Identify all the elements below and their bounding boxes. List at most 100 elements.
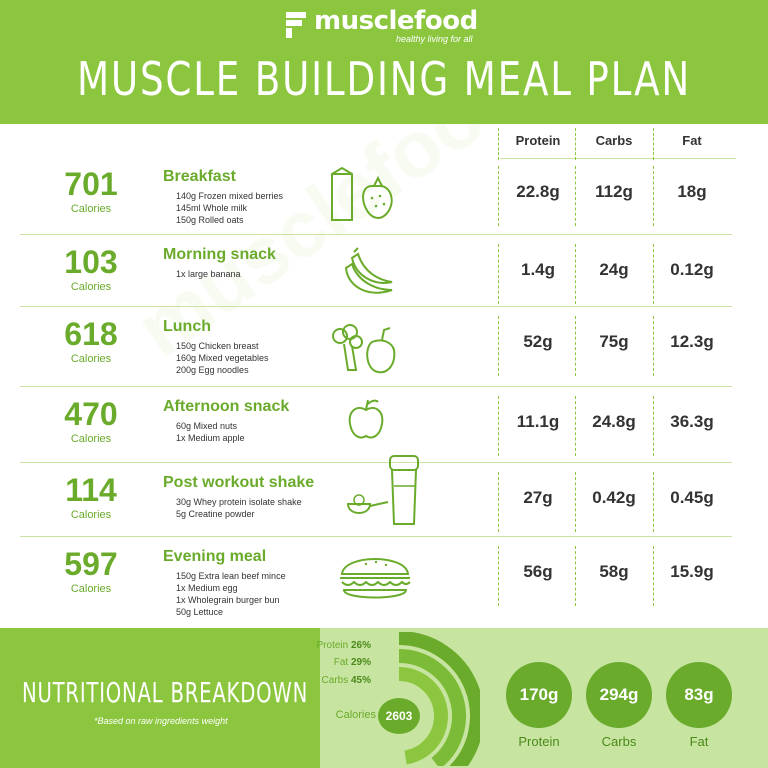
brand-logo: musclefood healthy living for all: [0, 6, 768, 46]
page-title: MUSCLE BUILDING MEAL PLAN: [76, 52, 692, 106]
meal-fat: 0.45g: [670, 488, 714, 507]
ingredient-item: 140g Frozen mixed berries: [176, 191, 284, 201]
column-divider: [575, 244, 576, 304]
column-divider: [575, 128, 576, 160]
meal-ingredients: 60g Mixed nuts 1x Medium apple: [176, 420, 245, 444]
column-divider: [498, 396, 499, 456]
header-divider: [500, 158, 736, 159]
meal-ingredients: 150g Chicken breast 160g Mixed vegetables…: [176, 340, 269, 376]
meal-ingredients: 140g Frozen mixed berries 145ml Whole mil…: [176, 190, 283, 226]
column-divider: [653, 316, 654, 376]
column-divider: [575, 166, 576, 226]
ingredient-item: 200g Egg noodles: [176, 365, 249, 375]
total-carbs-label: Carbs: [601, 734, 637, 749]
row-divider: [20, 386, 732, 387]
ingredient-item: 160g Mixed vegetables: [176, 353, 269, 363]
column-header-protein: Protein: [515, 133, 561, 148]
meal-fat: 18g: [677, 182, 707, 201]
column-divider: [653, 166, 654, 226]
calories-label: Calories: [70, 433, 112, 445]
meal-fat: 0.12g: [670, 260, 714, 279]
meal-name: Post workout shake: [163, 474, 315, 491]
ingredient-item: 5g Creatine powder: [176, 509, 255, 519]
row-divider: [20, 234, 732, 235]
meal-protein: 11.1g: [516, 412, 560, 431]
breakdown-note: *Based on raw ingredients weight: [94, 716, 228, 726]
column-header-carbs: Carbs: [595, 133, 633, 148]
header-banner: musclefood healthy living for all MUSCLE…: [0, 0, 768, 124]
donut-label-carbs: Carbs 45%: [321, 675, 371, 686]
ingredient-item: 1x Wholegrain burger bun: [176, 595, 280, 605]
meal-carbs: 0.42g: [592, 488, 636, 507]
ingredient-item: 30g Whey protein isolate shake: [176, 497, 302, 507]
meal-calories: 470: [64, 396, 118, 432]
meal-carbs: 75g: [599, 332, 629, 351]
meal-fat: 36.3g: [670, 412, 714, 431]
meal-ingredients: 150g Extra lean beef mince 1x Medium egg 1…: [176, 570, 286, 618]
logo-mark-icon: [286, 12, 306, 38]
brand-name: musclefood: [314, 6, 478, 36]
meal-calories: 103: [64, 244, 118, 280]
meal-carbs: 112g: [595, 182, 633, 201]
total-protein-circle: 170g: [506, 662, 572, 728]
column-divider: [653, 546, 654, 606]
meal-name: Breakfast: [163, 168, 236, 185]
row-divider: [20, 462, 732, 463]
calories-label: Calories: [70, 583, 112, 595]
column-divider: [653, 244, 654, 304]
total-fat-label: Fat: [689, 734, 709, 749]
donut-label-protein: Protein 26%: [316, 640, 371, 651]
donut-arc-carbs: [398, 667, 448, 765]
column-divider: [498, 316, 499, 376]
ingredient-item: 150g Extra lean beef mince: [176, 571, 286, 581]
column-divider: [498, 472, 499, 532]
donut-label-calories: Calories: [335, 709, 376, 721]
shaker-scoop-icon: [344, 452, 424, 535]
column-divider: [498, 166, 499, 226]
milk-strawberry-icon: [326, 164, 396, 229]
banana-icon: [340, 244, 400, 305]
column-divider: [653, 128, 654, 160]
row-divider: [20, 306, 732, 307]
total-calories-badge: 2603: [378, 698, 420, 734]
ingredient-item: 60g Mixed nuts: [176, 421, 238, 431]
column-divider: [498, 244, 499, 304]
column-divider: [498, 128, 499, 160]
meal-name: Evening meal: [163, 548, 267, 565]
ingredient-item: 1x large banana: [176, 269, 241, 279]
meal-carbs: 24g: [599, 260, 629, 279]
meal-fat: 15.9g: [670, 562, 714, 581]
meal-carbs: 58g: [599, 562, 629, 581]
column-divider: [575, 396, 576, 456]
ingredient-item: 1x Medium egg: [176, 583, 238, 593]
column-header-fat: Fat: [682, 133, 702, 148]
meal-ingredients: 1x large banana: [176, 268, 241, 280]
meal-calories: 618: [64, 316, 118, 352]
meal-protein: 27g: [523, 488, 553, 507]
meal-carbs: 24.8g: [592, 412, 636, 431]
meal-name: Lunch: [163, 318, 211, 335]
calories-label: Calories: [70, 509, 112, 521]
total-fat-circle: 83g: [666, 662, 732, 728]
meal-protein: 52g: [523, 332, 553, 351]
ingredient-item: 50g Lettuce: [176, 607, 224, 617]
column-divider: [498, 546, 499, 606]
total-carbs-circle: 294g: [586, 662, 652, 728]
brand-tagline: healthy living for all: [396, 34, 473, 44]
meal-fat: 12.3g: [670, 332, 714, 351]
column-divider: [575, 316, 576, 376]
row-divider: [20, 536, 732, 537]
column-divider: [653, 472, 654, 532]
burger-icon: [336, 548, 414, 609]
meal-ingredients: 30g Whey protein isolate shake 5g Creatin…: [176, 496, 302, 520]
column-divider: [575, 472, 576, 532]
ingredient-item: 150g Rolled oats: [176, 215, 244, 225]
apple-icon: [346, 396, 386, 447]
column-divider: [575, 546, 576, 606]
meal-calories: 701: [64, 166, 118, 202]
meal-protein: 56g: [523, 562, 553, 581]
macro-donut-chart: [398, 632, 480, 766]
meal-name: Morning snack: [163, 246, 276, 263]
calories-label: Calories: [70, 203, 112, 215]
calories-label: Calories: [70, 281, 112, 293]
